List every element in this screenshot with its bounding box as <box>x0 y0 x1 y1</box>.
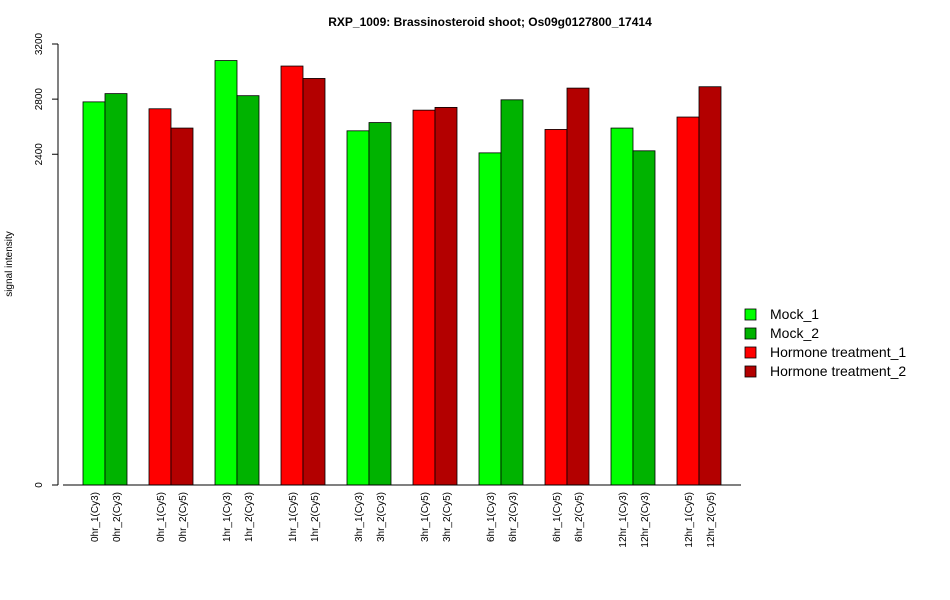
legend-label: Mock_1 <box>770 306 819 322</box>
x-tick-label: 12hr_2(Cy5) <box>706 492 717 548</box>
bar <box>610 127 634 486</box>
x-tick-label: 12hr_1(Cy5) <box>684 492 695 548</box>
x-tick-label: 1hr_2(Cy5) <box>310 492 321 542</box>
y-tick-label: 0 <box>34 482 45 488</box>
x-tick-label: 6hr_1(Cy3) <box>486 492 497 542</box>
x-tick-label: 3hr_1(Cy3) <box>354 492 365 542</box>
bar <box>698 86 722 486</box>
x-tick-label: 1hr_1(Cy3) <box>222 492 233 542</box>
y-tick-label: 2800 <box>34 88 45 111</box>
x-tick-label: 6hr_2(Cy5) <box>574 492 585 542</box>
x-tick-label: 6hr_1(Cy5) <box>552 492 563 542</box>
x-tick-label: 12hr_1(Cy3) <box>618 492 629 548</box>
legend-label: Mock_2 <box>770 325 819 341</box>
x-tick-label: 0hr_1(Cy5) <box>156 492 167 542</box>
y-tick-label: 2400 <box>34 143 45 166</box>
x-tick-label: 0hr_2(Cy3) <box>112 492 123 542</box>
legend-label: Hormone treatment_2 <box>770 363 906 379</box>
bars-group <box>82 60 722 486</box>
bar <box>82 101 106 486</box>
x-tick-label: 0hr_2(Cy5) <box>178 492 189 542</box>
x-axis: 0hr_1(Cy3) 0hr_2(Cy3) 0hr_1(Cy5) 0hr_2(Cy5)… <box>63 484 741 548</box>
x-tick-label: 0hr_1(Cy3) <box>90 492 101 542</box>
bar <box>302 78 326 486</box>
legend: Mock_1 Mock_2 Hormone treatment_1 Hormone t… <box>744 306 906 379</box>
x-tick-label: 1hr_2(Cy3) <box>244 492 255 542</box>
x-tick-label: 6hr_2(Cy3) <box>508 492 519 542</box>
y-axis: 0 2400 2800 3200 <box>34 32 59 488</box>
bar <box>170 127 194 486</box>
bar <box>214 60 238 486</box>
y-tick-label: 3200 <box>34 32 45 55</box>
bar <box>368 122 392 486</box>
bar <box>676 116 700 486</box>
y-axis-label: signal intensity <box>4 231 15 297</box>
legend-swatch <box>744 308 757 321</box>
legend-swatch <box>744 346 757 359</box>
bar <box>280 65 304 486</box>
chart-title: RXP_1009: Brassinosteroid shoot; Os09g01… <box>328 15 652 29</box>
bar <box>434 106 458 486</box>
legend-label: Hormone treatment_1 <box>770 344 906 360</box>
bar <box>104 93 128 486</box>
bar <box>500 99 524 486</box>
legend-swatch <box>744 327 757 340</box>
x-tick-label: 3hr_2(Cy5) <box>442 492 453 542</box>
bar <box>566 87 590 486</box>
bar <box>346 130 370 486</box>
x-tick-label: 1hr_1(Cy5) <box>288 492 299 542</box>
bar <box>478 152 502 486</box>
x-tick-label: 3hr_1(Cy5) <box>420 492 431 542</box>
bar <box>148 108 172 486</box>
bar <box>412 109 436 486</box>
bar <box>236 95 260 486</box>
legend-swatch <box>744 365 757 378</box>
bar <box>544 129 568 486</box>
x-tick-label: 3hr_2(Cy3) <box>376 492 387 542</box>
x-tick-label: 12hr_2(Cy3) <box>640 492 651 548</box>
bar <box>632 150 656 486</box>
